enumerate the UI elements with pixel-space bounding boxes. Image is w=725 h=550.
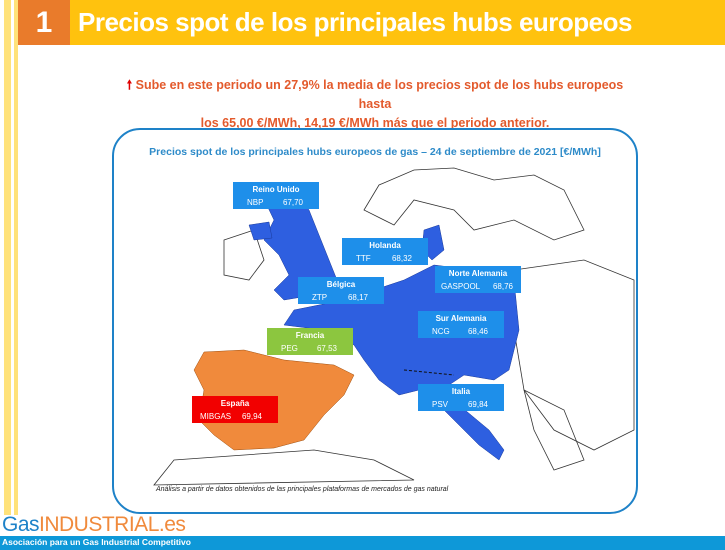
summary-line-2: los 65,00 €/MWh, 14,19 €/MWh más que el …	[200, 116, 550, 130]
hub-name: PSV	[432, 400, 449, 409]
logo-gas: Gas	[2, 513, 40, 536]
hub-name: GASPOOL	[441, 282, 481, 291]
hub-price: 67,70	[282, 198, 303, 207]
hub-price: 68,17	[347, 293, 368, 302]
hub-label-norte-alemania: Norte Alemania GASPOOL 68,76	[435, 266, 521, 293]
hub-price: 68,76	[492, 282, 513, 291]
hub-name: ZTP	[312, 293, 328, 302]
decorative-stripe	[4, 0, 11, 515]
arrow-up-icon: 🠕	[126, 78, 133, 92]
hub-label-espana: España MIBGAS 69,94	[192, 396, 278, 423]
hub-country: Bélgica	[326, 280, 356, 289]
hub-label-reino-unido: Reino Unido NBP 67,70	[233, 182, 319, 209]
germany-split-line	[403, 369, 455, 376]
hub-name: NCG	[432, 327, 450, 336]
gasindustrial-logo[interactable]: GasINDUSTRIAL.es	[2, 513, 186, 536]
hub-name: TTF	[356, 254, 371, 263]
hub-country: España	[220, 399, 250, 408]
logo-industrial: INDUSTRIAL.es	[39, 513, 186, 536]
hub-label-italia: Italia PSV 69,84	[418, 384, 504, 411]
hub-name: NBP	[247, 198, 264, 207]
hub-label-belgica: Bélgica ZTP 68,17	[298, 277, 384, 304]
footer-bar: Asociación para un Gas Industrial Compet…	[0, 536, 725, 550]
north-africa-outline	[153, 449, 415, 486]
hub-country: Italia	[451, 387, 471, 396]
summary-text: 🠕 Sube en este periodo un 27,9% la media…	[110, 76, 640, 133]
hub-label-francia: Francia PEG 67,53	[267, 328, 353, 355]
eastern-europe-outline	[513, 259, 635, 451]
europe-map	[153, 167, 635, 486]
hub-country: Reino Unido	[252, 185, 300, 194]
map-panel: Precios spot de los principales hubs eur…	[112, 128, 638, 514]
hub-price: 69,94	[241, 412, 262, 421]
northern-ireland-region	[248, 221, 273, 241]
balkans-outline	[523, 389, 585, 471]
hub-country: Sur Alemania	[435, 314, 487, 323]
ireland-outline	[223, 229, 265, 281]
hub-label-sur-alemania: Sur Alemania NCG 68,46	[418, 311, 504, 338]
hub-label-holanda: Holanda TTF 68,32	[342, 238, 428, 265]
hub-price: 69,84	[467, 400, 488, 409]
scandinavia-outline	[363, 167, 585, 241]
page-title: Precios spot de los principales hubs eur…	[78, 7, 632, 37]
hub-country: Norte Alemania	[448, 269, 508, 278]
hub-price: 67,53	[316, 344, 337, 353]
summary-line-1: Sube en este periodo un 27,9% la media d…	[135, 78, 624, 111]
hub-country: Holanda	[369, 241, 401, 250]
hub-country: Francia	[295, 331, 325, 340]
section-number: 1	[18, 0, 70, 45]
source-note: Análisis a partir de datos obtenidos de …	[156, 486, 449, 493]
footer-tagline: Asociación para un Gas Industrial Compet…	[2, 537, 191, 547]
hub-name: PEG	[281, 344, 298, 353]
hub-price: 68,32	[391, 254, 412, 263]
hub-name: MIBGAS	[200, 412, 232, 421]
hub-price: 68,46	[467, 327, 488, 336]
header-bar	[18, 0, 725, 45]
decorative-stripe	[14, 0, 18, 515]
map-title: Precios spot de los principales hubs eur…	[149, 146, 601, 158]
